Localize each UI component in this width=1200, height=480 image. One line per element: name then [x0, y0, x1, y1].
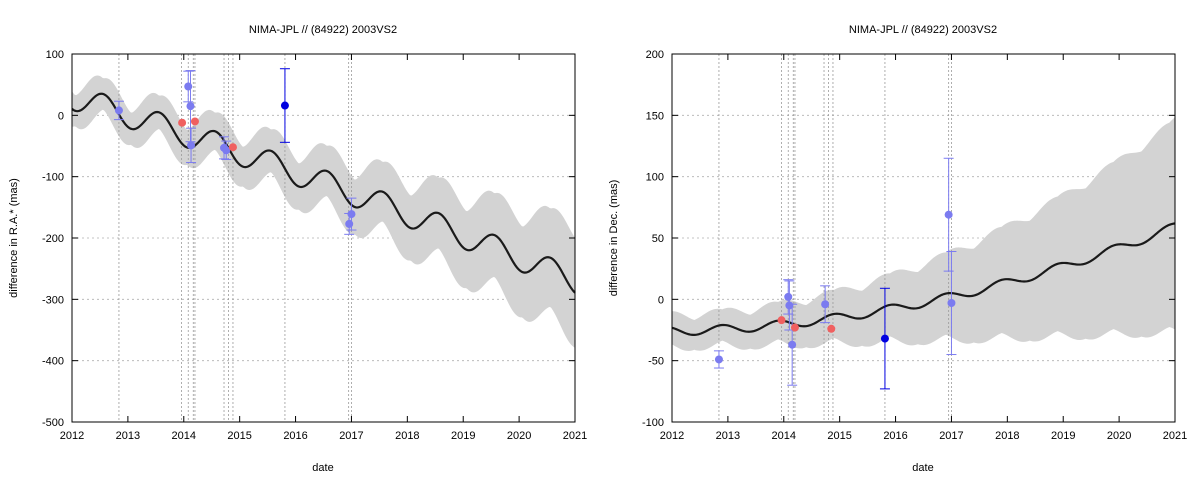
x-tick-label: 2017	[339, 430, 363, 442]
y-tick-label: 100	[646, 172, 664, 184]
y-tick-label: 100	[46, 49, 64, 61]
y-tick-label: -200	[42, 233, 64, 245]
dec-chart: -100 -50 0 50 100 150 200 2012 2013 2014 2015 2016 2…	[608, 24, 1187, 474]
uncertainty-band-area	[672, 117, 1175, 351]
x-tick-label: 2016	[283, 430, 307, 442]
x-tick-label: 2018	[395, 430, 419, 442]
data-point	[777, 316, 786, 325]
data-point	[944, 210, 953, 219]
x-tick-label: 2020	[1107, 430, 1131, 442]
y-tick-label: -100	[42, 172, 64, 184]
x-tick-label: 2017	[939, 430, 963, 442]
y-tick-label: -500	[42, 417, 64, 429]
uncertainty-band	[672, 117, 1175, 351]
x-tick-label: 2020	[507, 430, 531, 442]
x-tick-label: 2021	[1163, 430, 1187, 442]
x-tick-label: 2019	[451, 430, 475, 442]
data-point	[784, 292, 793, 301]
data-point	[190, 117, 199, 126]
x-tick-label: 2016	[883, 430, 907, 442]
y-axis-label: difference in R.A.* (mas)	[8, 178, 20, 298]
x-axis-label: date	[312, 462, 333, 474]
y-tick-label: -400	[42, 356, 64, 368]
observation-date-lines	[718, 54, 952, 422]
y-tick-label: 0	[658, 294, 664, 306]
data-point	[821, 300, 830, 309]
data-point	[178, 118, 187, 127]
ra-chart: -500 -400 -300 -200 -100 0 100 2012 2013 2014 2015…	[8, 24, 587, 474]
data-point	[280, 101, 289, 110]
data-point	[187, 141, 196, 150]
chart-title: NIMA-JPL // (84922) 2003VS2	[249, 24, 397, 36]
data-point	[186, 102, 195, 111]
model-line	[671, 222, 1176, 336]
y-axis-label: difference in Dec. (mas)	[608, 180, 620, 297]
data-point	[785, 301, 794, 310]
model-curve	[671, 222, 1176, 336]
x-tick-label: 2021	[563, 430, 587, 442]
y-tick-label: 50	[652, 233, 664, 245]
data-point	[184, 82, 193, 91]
x-axis-label: date	[912, 462, 933, 474]
y-tick-label: -100	[642, 417, 664, 429]
data-point	[347, 210, 356, 219]
x-tick-label: 2014	[772, 430, 796, 442]
y-tick-label: 200	[646, 49, 664, 61]
x-tick-label: 2018	[995, 430, 1019, 442]
y-tick-label: 150	[646, 110, 664, 122]
x-tick-label: 2015	[227, 430, 251, 442]
y-tick-label: -50	[648, 356, 664, 368]
x-tick-label: 2013	[116, 430, 140, 442]
model-line	[71, 92, 576, 294]
x-tick-label: 2015	[827, 430, 851, 442]
axis-ticks: -100 -50 0 50 100 150 200 2012 2013 2014 2015 2016 2…	[642, 49, 1187, 442]
data-point	[114, 106, 123, 115]
observations	[713, 157, 957, 390]
data-point	[788, 340, 797, 349]
data-point	[827, 324, 836, 333]
data-point	[228, 143, 237, 152]
chart-title: NIMA-JPL // (84922) 2003VS2	[849, 24, 997, 36]
x-tick-label: 2012	[60, 430, 84, 442]
data-point	[714, 355, 723, 364]
data-point	[880, 334, 889, 343]
axis-ticks: -500 -400 -300 -200 -100 0 100 2012 2013 2014 2015…	[42, 49, 587, 442]
y-tick-label: 0	[58, 110, 64, 122]
y-tick-label: -300	[42, 294, 64, 306]
data-point	[790, 323, 799, 332]
data-point	[947, 299, 956, 308]
x-tick-label: 2019	[1051, 430, 1075, 442]
x-tick-label: 2012	[660, 430, 684, 442]
x-tick-label: 2013	[716, 430, 740, 442]
x-tick-label: 2014	[172, 430, 196, 442]
data-point	[345, 219, 354, 228]
model-curve	[71, 92, 576, 294]
observations	[113, 68, 357, 235]
data-point	[222, 146, 231, 155]
